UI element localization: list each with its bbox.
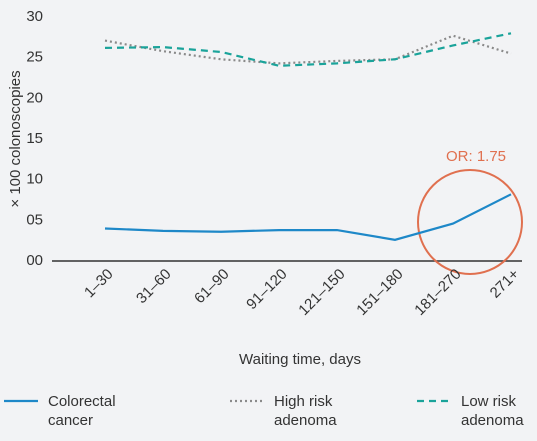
annotation: OR: 1.75 <box>446 148 506 165</box>
y-tick-label: 20 <box>26 89 43 106</box>
x-axis-label: Waiting time, days <box>239 351 361 368</box>
legend-item: Colorectal cancer <box>2 392 140 430</box>
y-tick-label: 25 <box>26 49 43 66</box>
x-tick-label: 181–270 <box>411 266 464 319</box>
legend-item: High risk adenoma <box>228 392 366 430</box>
y-tick-label: 30 <box>26 8 43 25</box>
legend-label: High risk adenoma <box>274 393 337 429</box>
legend: Colorectal cancer High risk adenoma Low ri… <box>0 392 537 441</box>
series-line <box>104 32 512 67</box>
legend-swatch <box>230 399 264 403</box>
legend-label: Colorectal cancer <box>48 393 116 429</box>
legend-swatch <box>4 399 38 403</box>
annotation-circle <box>417 169 523 275</box>
legend-swatch <box>417 399 451 403</box>
y-tick-label: 00 <box>26 252 43 269</box>
y-tick-label: 15 <box>26 130 43 147</box>
legend-item: Low risk adenoma <box>415 392 537 430</box>
y-axis-label: × 100 colonoscopies <box>7 70 24 207</box>
x-tick-label: 1–30 <box>81 266 117 302</box>
x-tick-label: 271+ <box>487 265 523 301</box>
x-tick-label: 121–150 <box>295 266 348 319</box>
x-tick-label: 151–180 <box>353 266 406 319</box>
y-tick-label: 10 <box>26 171 43 188</box>
series-line <box>104 34 512 65</box>
legend-label: Low risk adenoma <box>461 393 524 429</box>
x-tick-label: 91–120 <box>243 266 290 313</box>
x-tick-label: 61–90 <box>191 266 233 308</box>
chart: × 100 colonoscopies Waiting time, days O… <box>7 8 523 368</box>
y-tick-label: 05 <box>26 211 43 228</box>
x-tick-label: 31–60 <box>133 266 175 308</box>
series-line <box>104 193 512 241</box>
